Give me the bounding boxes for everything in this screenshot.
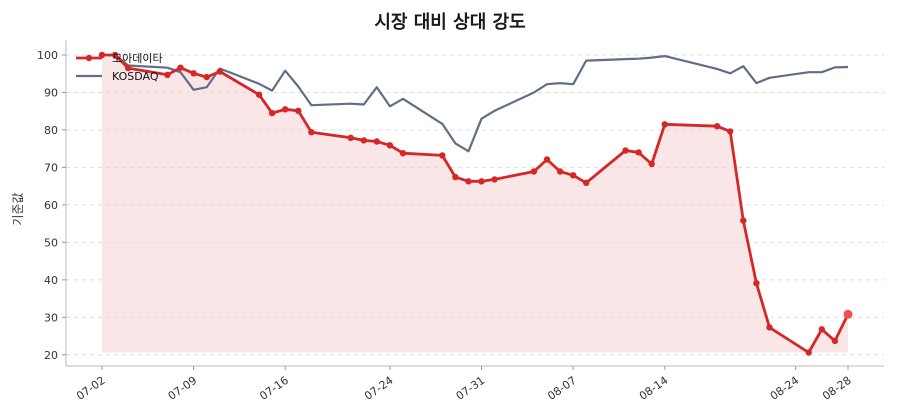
data-point bbox=[543, 156, 551, 163]
data-point bbox=[530, 168, 538, 175]
y-tick-label: 90 bbox=[44, 86, 58, 99]
legend-marker bbox=[85, 54, 93, 62]
data-point bbox=[491, 176, 498, 183]
data-point bbox=[268, 109, 276, 117]
data-point bbox=[255, 91, 263, 98]
data-point bbox=[164, 71, 171, 79]
data-point bbox=[556, 168, 564, 175]
x-tick-label: 08-24 bbox=[768, 374, 802, 403]
data-point bbox=[622, 147, 629, 154]
data-point bbox=[203, 73, 210, 81]
legend-label: KOSDAQ bbox=[112, 70, 159, 83]
x-tick-label: 08-07 bbox=[545, 374, 579, 403]
x-tick-label: 07-16 bbox=[257, 374, 291, 403]
data-point bbox=[347, 134, 354, 141]
x-tick-label: 07-31 bbox=[454, 374, 488, 403]
y-axis-label: 기준값 bbox=[11, 192, 25, 225]
data-point bbox=[465, 178, 472, 185]
y-tick-label: 20 bbox=[44, 349, 58, 362]
series-layer bbox=[98, 51, 853, 356]
data-point bbox=[583, 179, 590, 186]
y-tick-label: 70 bbox=[44, 161, 58, 174]
y-tick-label: 30 bbox=[44, 311, 58, 324]
data-point bbox=[111, 51, 119, 59]
data-point bbox=[805, 349, 812, 356]
data-point bbox=[308, 129, 315, 136]
data-point bbox=[740, 217, 747, 224]
legend: 모아데이타 KOSDAQ bbox=[76, 52, 163, 83]
y-tick-label: 40 bbox=[44, 274, 58, 287]
data-point bbox=[386, 142, 394, 149]
y-tick-label: 60 bbox=[44, 199, 58, 212]
data-point bbox=[177, 64, 184, 71]
data-point bbox=[753, 280, 760, 287]
data-point bbox=[282, 106, 289, 113]
data-point bbox=[216, 68, 223, 75]
last-point-marker bbox=[843, 309, 853, 319]
y-tick-label: 100 bbox=[37, 49, 58, 62]
data-point bbox=[727, 128, 734, 135]
data-point bbox=[713, 123, 721, 130]
x-tick-label: 07-09 bbox=[166, 374, 200, 403]
x-tick-label: 08-28 bbox=[820, 374, 854, 403]
data-point bbox=[439, 152, 446, 159]
chart-title: 시장 대비 상대 강도 bbox=[374, 12, 526, 33]
data-point bbox=[360, 137, 367, 144]
data-point bbox=[295, 107, 302, 115]
data-point bbox=[190, 70, 197, 77]
data-point bbox=[766, 324, 773, 331]
data-point bbox=[452, 173, 459, 181]
data-point bbox=[373, 138, 380, 145]
data-point bbox=[125, 64, 132, 72]
x-tick-label: 08-14 bbox=[637, 374, 671, 403]
x-tick-label: 07-02 bbox=[74, 374, 108, 403]
series-fill bbox=[102, 55, 848, 353]
data-point bbox=[399, 150, 407, 157]
data-point bbox=[648, 160, 655, 168]
data-point bbox=[831, 337, 839, 345]
legend-label: 모아데이타 bbox=[112, 52, 163, 65]
data-point bbox=[661, 121, 668, 128]
data-point bbox=[635, 149, 642, 156]
data-point bbox=[478, 178, 485, 185]
data-point bbox=[570, 172, 577, 179]
y-tick-label: 80 bbox=[44, 124, 58, 137]
x-tick-label: 07-24 bbox=[362, 374, 396, 403]
data-point bbox=[818, 326, 825, 333]
y-tick-label: 50 bbox=[44, 236, 58, 249]
